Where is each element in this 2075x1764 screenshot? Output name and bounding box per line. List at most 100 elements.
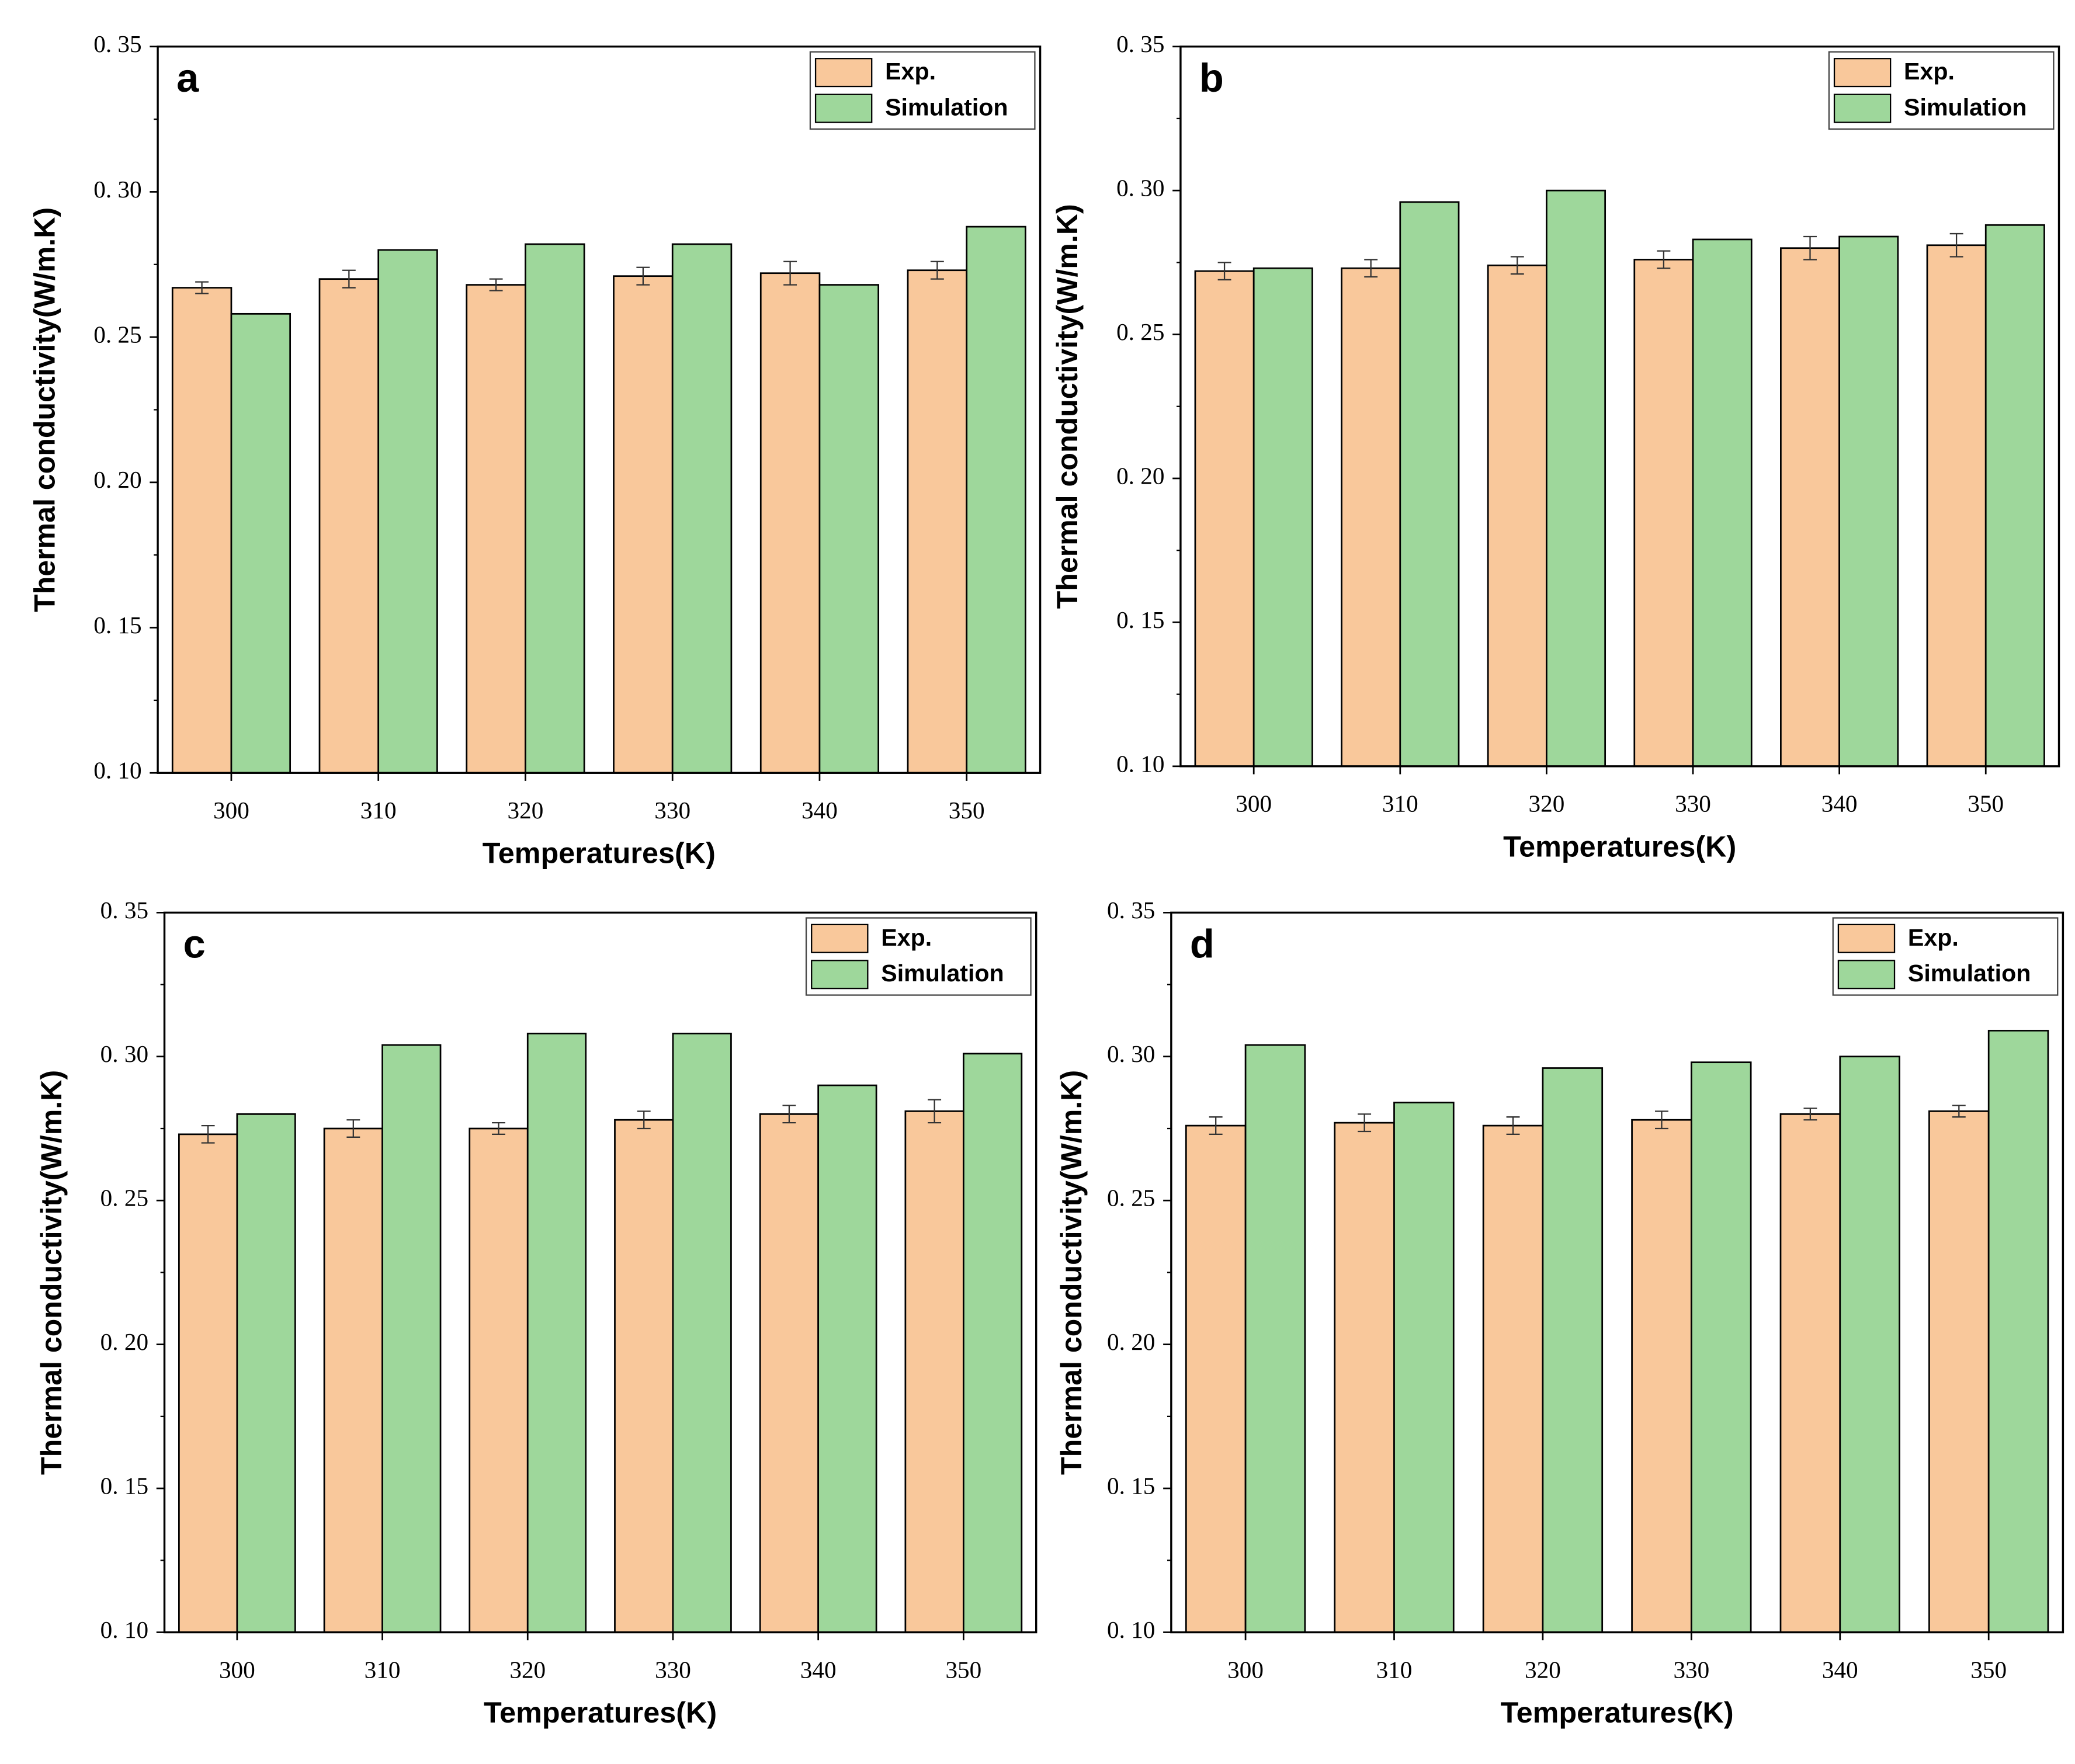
- error-bar: [346, 1119, 360, 1138]
- bar: [178, 1133, 238, 1633]
- bar: [671, 243, 733, 774]
- error-bar: [1803, 1107, 1817, 1121]
- y-tick-label: 0. 15: [100, 1473, 148, 1499]
- x-tick-label: 350: [1968, 790, 2004, 817]
- bar: [1926, 244, 1987, 768]
- legend-swatch: [814, 93, 873, 123]
- x-tick-label: 340: [1822, 1656, 1858, 1683]
- x-tick-label: 310: [365, 1656, 401, 1683]
- bar: [759, 272, 821, 774]
- bar: [1779, 1113, 1841, 1633]
- error-bar: [1217, 262, 1231, 281]
- bar: [171, 287, 233, 774]
- bar: [907, 269, 968, 774]
- y-tick-label: 0. 10: [93, 757, 141, 784]
- y-tick-label: 0. 15: [1116, 606, 1164, 633]
- bar: [613, 275, 674, 774]
- x-tick-label: 300: [219, 1656, 255, 1683]
- y-tick-label: 0. 30: [1116, 175, 1164, 202]
- panel-label: a: [176, 55, 199, 100]
- legend-label: Simulation: [1908, 960, 2031, 987]
- y-tick-label: 0. 30: [93, 176, 141, 203]
- x-tick-label: 350: [1970, 1656, 2007, 1683]
- y-tick-label: 0. 30: [100, 1040, 148, 1067]
- legend-swatch: [811, 923, 869, 953]
- bar: [323, 1127, 383, 1633]
- error-bar: [1510, 256, 1524, 275]
- x-axis-label: Temperatures(K): [483, 837, 716, 870]
- y-tick-label: 0. 10: [1116, 750, 1164, 777]
- bar: [230, 312, 292, 774]
- y-tick-label: 0. 35: [93, 30, 141, 57]
- bar: [1631, 1119, 1692, 1633]
- y-tick-label: 0. 20: [1107, 1328, 1155, 1355]
- x-tick-label: 340: [800, 1656, 837, 1683]
- y-axis-label: Thermal conductivity(W/m.K): [35, 1070, 68, 1475]
- error-bar: [489, 278, 503, 291]
- y-tick-label: 0. 30: [1107, 1040, 1155, 1067]
- x-tick-label: 320: [1529, 790, 1565, 817]
- bar: [1633, 259, 1694, 768]
- x-axis-label: Temperatures(K): [484, 1696, 717, 1729]
- error-bar: [928, 1099, 942, 1124]
- bar: [466, 284, 526, 774]
- y-tick-label: 0. 20: [100, 1328, 148, 1355]
- y-tick-label: 0. 10: [1107, 1616, 1155, 1643]
- bar: [1984, 224, 2045, 768]
- bar: [236, 1113, 296, 1633]
- x-tick-label: 310: [1376, 1656, 1413, 1683]
- bar: [1252, 267, 1313, 768]
- bar: [759, 1113, 820, 1633]
- bar: [817, 1084, 877, 1633]
- bar: [1334, 1121, 1395, 1633]
- plot-frame: [163, 911, 1038, 1634]
- legend-swatch: [814, 58, 873, 88]
- x-axis-label: Temperatures(K): [1501, 1696, 1734, 1729]
- bar: [1482, 1124, 1544, 1633]
- bar: [525, 243, 585, 774]
- plot-frame: [157, 46, 1042, 774]
- error-bar: [782, 1105, 796, 1124]
- x-axis-label: Temperatures(K): [1503, 830, 1736, 863]
- bar: [381, 1044, 442, 1633]
- bar: [1780, 247, 1840, 768]
- bar: [1690, 1061, 1752, 1633]
- error-bar: [1803, 235, 1817, 261]
- error-bar: [1655, 1110, 1668, 1130]
- plot-frame: [1170, 911, 2064, 1634]
- legend-swatch: [1837, 960, 1896, 989]
- y-axis-label: Thermal conductivity(W/m.K): [1055, 1070, 1088, 1475]
- bar: [1393, 1102, 1455, 1633]
- bar: [1987, 1030, 2049, 1633]
- legend-label: Simulation: [881, 960, 1004, 987]
- error-bar: [1358, 1113, 1372, 1133]
- bar: [1928, 1110, 1990, 1633]
- x-tick-label: 330: [1673, 1656, 1709, 1683]
- x-tick-label: 330: [655, 1656, 691, 1683]
- y-tick-label: 0. 10: [100, 1616, 148, 1643]
- x-tick-label: 310: [360, 797, 397, 824]
- y-tick-label: 0. 25: [100, 1185, 148, 1211]
- bar: [318, 278, 380, 774]
- legend-swatch: [811, 960, 869, 989]
- bar: [672, 1033, 732, 1633]
- y-tick-label: 0. 25: [1116, 318, 1164, 345]
- y-tick-label: 0. 15: [93, 612, 141, 638]
- legend-label: Exp.: [1904, 58, 1955, 85]
- panel-label: b: [1199, 55, 1224, 100]
- bar: [818, 284, 880, 774]
- plot-frame: [1179, 46, 2060, 768]
- bar: [1546, 189, 1606, 768]
- bar: [1838, 235, 1899, 768]
- x-tick-label: 350: [945, 1656, 981, 1683]
- y-tick-label: 0. 25: [1107, 1185, 1155, 1211]
- legend-swatch: [1833, 58, 1892, 88]
- y-tick-label: 0. 20: [1116, 463, 1164, 489]
- bar: [1399, 201, 1460, 768]
- y-tick-label: 0. 25: [93, 321, 141, 348]
- x-tick-label: 340: [1821, 790, 1858, 817]
- error-bar: [783, 261, 797, 286]
- bar: [904, 1110, 964, 1633]
